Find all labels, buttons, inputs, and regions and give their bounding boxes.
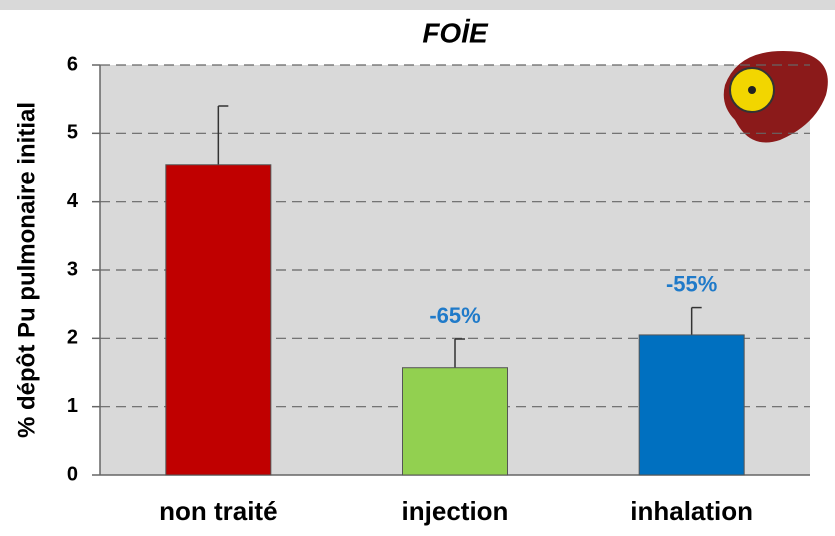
- y-tick-label: 3: [67, 258, 78, 280]
- bar: [402, 367, 508, 476]
- x-tick-label: injection: [402, 496, 509, 526]
- x-tick-label: inhalation: [630, 496, 753, 526]
- annotation: -55%: [666, 271, 717, 296]
- y-tick-label: 0: [67, 463, 78, 485]
- x-tick-label: non traité: [159, 496, 277, 526]
- annotation: -65%: [429, 303, 480, 328]
- y-axis-label: % dépôt Pu pulmonaire initial: [13, 102, 40, 438]
- liver-icon: [723, 50, 828, 143]
- y-tick-label: 5: [67, 122, 78, 144]
- bar: [638, 334, 745, 476]
- y-tick-label: 2: [67, 327, 78, 349]
- bar: [165, 164, 272, 476]
- top-band: [0, 0, 835, 10]
- y-tick-label: 1: [67, 395, 78, 417]
- y-tick-label: 4: [67, 190, 79, 212]
- y-tick-label: 6: [67, 53, 78, 75]
- chart-title: FOİE: [422, 17, 489, 48]
